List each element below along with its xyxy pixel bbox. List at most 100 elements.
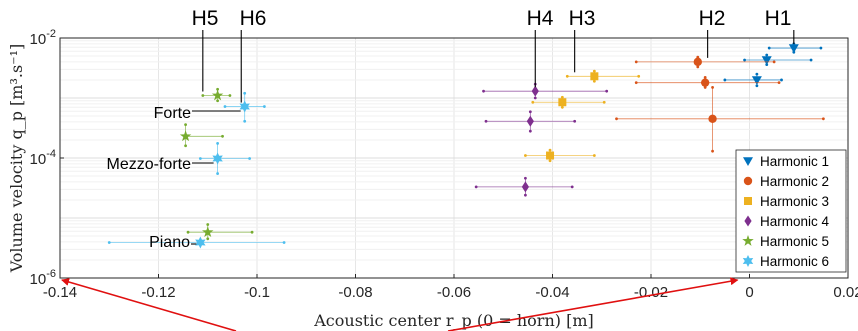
data-point (751, 76, 762, 85)
x-tick-label: 0.02 (833, 284, 858, 301)
error-bar-cap (201, 94, 205, 97)
error-bar-cap (198, 157, 202, 160)
error-bar-cap (206, 237, 210, 241)
harmonic-label: H6 (240, 7, 267, 30)
x-tick-label: -0.04 (535, 284, 569, 301)
error-bar-cap (570, 185, 574, 189)
harmonic-label: H1 (765, 7, 792, 30)
error-bar-cap (248, 157, 252, 160)
error-bar-cap (528, 110, 532, 114)
data-point (590, 72, 599, 81)
x-tick-label: -0.14 (43, 284, 77, 301)
x-tick-label: 0 (745, 284, 753, 301)
error-bar-cap (696, 65, 700, 69)
error-bar-cap (767, 46, 771, 50)
error-bar-cap (223, 105, 227, 108)
error-bar-cap (184, 144, 187, 148)
data-point (700, 78, 710, 87)
data-point (558, 98, 567, 107)
error-bar-cap (524, 154, 527, 157)
error-bar-cap (560, 95, 564, 99)
series-harmonic-4 (474, 82, 609, 197)
error-bar-cap (216, 99, 220, 103)
error-bar-cap (524, 176, 527, 180)
series-harmonic-5 (179, 87, 254, 241)
series-harmonic-6 (107, 91, 286, 249)
grid (59, 38, 849, 279)
y-axis: 10-6 10-4 10-2 (30, 28, 64, 288)
error-bar-cap (243, 91, 247, 95)
error-bar-cap (548, 159, 552, 163)
dynamic-label: Forte (154, 105, 191, 122)
error-bar-cap (711, 149, 714, 153)
error-bar-cap (216, 142, 220, 145)
legend-marker (742, 235, 754, 246)
error-bar-cap (780, 78, 783, 82)
error-bar-cap (634, 81, 638, 85)
legend: Harmonic 1 Harmonic 2 Harmonic 3 Harmonic 4… (735, 149, 847, 273)
dynamic-label: Piano (149, 234, 190, 251)
legend-label: Harmonic 2 (760, 174, 829, 189)
data-series (107, 42, 825, 249)
harmonic-label: H4 (527, 7, 554, 30)
data-point (521, 181, 530, 193)
legend-marker (744, 215, 752, 227)
error-bar-cap (221, 134, 224, 138)
x-axis-label: Acoustic center r_p (0 = horn) [m] (313, 311, 593, 330)
error-bar-cap (605, 89, 609, 93)
error-bar-cap (228, 94, 232, 97)
error-bar-cap (755, 84, 759, 88)
error-bar-cap (743, 58, 746, 62)
red-arrow-right (447, 277, 739, 331)
error-bar-cap (216, 87, 220, 91)
error-bar-cap (250, 230, 254, 234)
error-bar-cap (723, 78, 727, 82)
data-point (693, 57, 702, 67)
data-point (788, 44, 799, 54)
data-point (211, 89, 224, 101)
error-bar-cap (637, 74, 641, 78)
error-bar-cap (592, 79, 596, 83)
harmonic-label: H2 (699, 7, 726, 30)
data-point (531, 85, 539, 97)
data-point (179, 130, 192, 142)
error-bar-cap (548, 148, 552, 152)
legend-label: Harmonic 6 (760, 254, 829, 269)
error-bar-cap (777, 81, 781, 85)
error-bar-cap (216, 172, 220, 175)
legend-marker (742, 255, 754, 267)
error-bar-cap (634, 60, 638, 64)
legend-label: Harmonic 1 (760, 154, 829, 169)
x-tick-label: -0.1 (244, 284, 270, 301)
error-bar-cap (592, 69, 596, 73)
series-harmonic-2 (615, 55, 825, 153)
data-point (708, 114, 717, 124)
y-axis-label: Volume velocity q_p [m³.s⁻¹] (7, 44, 26, 274)
legend-label: Harmonic 3 (760, 194, 829, 209)
data-point (212, 152, 223, 165)
series-harmonic-3 (524, 69, 641, 163)
error-bar-cap (602, 100, 606, 104)
error-bar-cap (711, 86, 714, 89)
x-tick-label: -0.08 (338, 284, 372, 301)
error-bar-cap (474, 185, 478, 189)
y-tick-label: 10-2 (30, 28, 56, 48)
data-point (195, 236, 206, 249)
error-bar-cap (528, 129, 532, 133)
error-bar-cap (262, 105, 266, 108)
error-bar-cap (482, 89, 485, 93)
error-bar-cap (821, 117, 825, 121)
error-bar-cap (533, 96, 537, 100)
error-bar-cap (772, 60, 776, 64)
annotations: H1 H2 H3 H4 H5 H6 Forte Mezzo-forte Piano (107, 7, 795, 251)
data-point (526, 115, 534, 127)
error-bar-cap (531, 100, 535, 104)
legend-box (735, 149, 847, 273)
arrows (61, 277, 739, 331)
y-tick-label: 10-4 (30, 148, 56, 168)
data-point (239, 100, 250, 113)
legend-label: Harmonic 5 (760, 234, 829, 249)
error-bar-cap (282, 241, 286, 244)
error-bar-cap (184, 123, 187, 127)
